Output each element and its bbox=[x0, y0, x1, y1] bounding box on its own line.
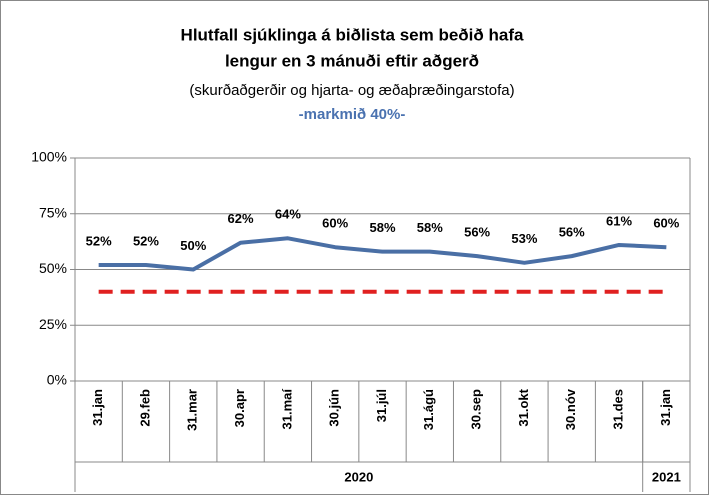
x-tick-label: 31.jan bbox=[90, 389, 105, 426]
value-label: 56% bbox=[464, 225, 490, 240]
y-tick-label: 0% bbox=[47, 372, 67, 388]
value-label: 53% bbox=[511, 231, 537, 246]
target-label: -markmið 40%- bbox=[299, 106, 406, 123]
y-tick-label: 75% bbox=[39, 204, 67, 220]
x-tick-label: 29.feb bbox=[137, 389, 152, 427]
x-tick-label: 30.sep bbox=[469, 389, 484, 430]
value-label: 64% bbox=[275, 207, 301, 222]
year-label: 2021 bbox=[652, 469, 681, 484]
value-label: 60% bbox=[322, 216, 348, 231]
value-label: 60% bbox=[653, 216, 679, 231]
x-tick-label: 31.júl bbox=[374, 389, 389, 422]
x-tick-label: 31.okt bbox=[516, 388, 531, 426]
y-tick-label: 25% bbox=[39, 316, 67, 332]
value-label: 62% bbox=[228, 211, 254, 226]
series-line bbox=[98, 236, 667, 272]
y-tick-label: 100% bbox=[31, 149, 67, 165]
value-label: 52% bbox=[86, 233, 112, 248]
chart-title: Hlutfall sjúklinga á biðlista sem beðið … bbox=[181, 25, 524, 44]
x-tick-label: 31.des bbox=[610, 389, 625, 429]
x-tick-label: 31.mar bbox=[185, 389, 200, 431]
y-tick-label: 50% bbox=[39, 260, 67, 276]
value-label: 58% bbox=[369, 220, 395, 235]
value-label: 61% bbox=[606, 213, 632, 228]
value-label: 56% bbox=[559, 225, 585, 240]
x-tick-label: 30.jún bbox=[327, 389, 342, 427]
value-label: 50% bbox=[180, 238, 206, 253]
x-tick-label: 30.apr bbox=[232, 389, 247, 427]
x-tick-label: 30.nóv bbox=[563, 388, 578, 430]
x-tick-label: 31.ágú bbox=[421, 389, 436, 430]
chart-subtitle: (skurðaðgerðir og hjarta- og æðaþræðinga… bbox=[189, 82, 514, 99]
value-label: 58% bbox=[417, 220, 443, 235]
x-tick-label: 31.maí bbox=[279, 389, 294, 430]
year-label: 2020 bbox=[344, 469, 373, 484]
chart-title: lengur en 3 mánuði eftir aðgerð bbox=[225, 51, 479, 70]
value-label: 52% bbox=[133, 233, 159, 248]
x-tick-label: 31.jan bbox=[658, 389, 673, 426]
